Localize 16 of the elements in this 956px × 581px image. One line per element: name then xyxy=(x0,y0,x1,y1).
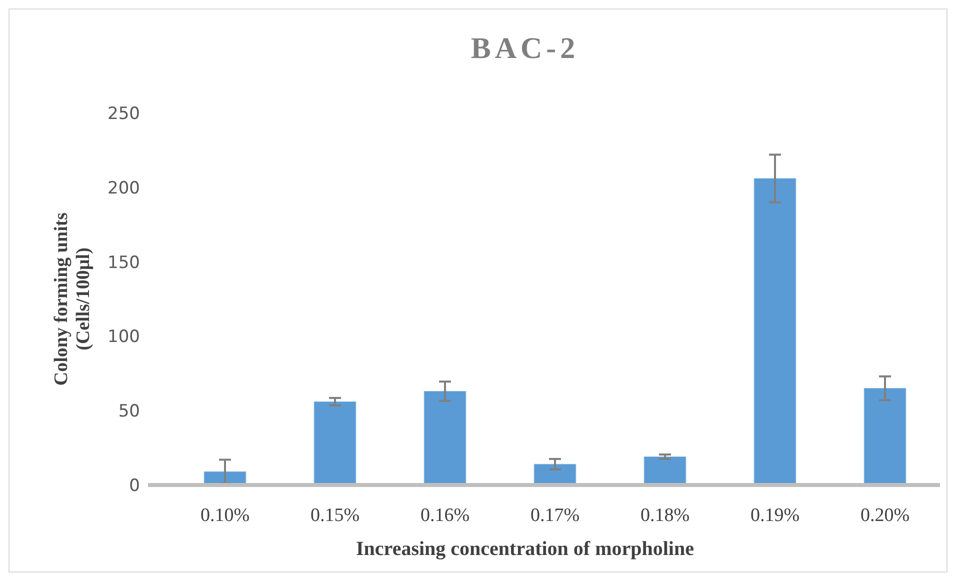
x-axis-title: Increasing concentration of morpholine xyxy=(356,538,694,560)
y-tick-label: 0 xyxy=(129,476,140,496)
x-tick-label: 0.19% xyxy=(750,505,800,526)
x-tick-label: 0.15% xyxy=(310,505,360,526)
x-tick-label: 0.18% xyxy=(640,505,690,526)
y-tick-label: 150 xyxy=(108,252,140,273)
y-axis-title: Colony forming units (Cells/100µl) xyxy=(51,212,94,386)
y-tick-label: 50 xyxy=(118,402,140,422)
chart-title: BAC-2 xyxy=(470,32,580,65)
x-tick-label: 0.16% xyxy=(420,505,470,526)
y-tick-label: 100 xyxy=(108,327,140,348)
y-tick-label: 200 xyxy=(108,178,140,198)
y-tick-label: 250 xyxy=(108,104,140,124)
x-tick-label: 0.20% xyxy=(860,505,910,526)
x-tick-label: 0.17% xyxy=(530,505,580,526)
x-tick-label: 0.10% xyxy=(200,505,250,526)
